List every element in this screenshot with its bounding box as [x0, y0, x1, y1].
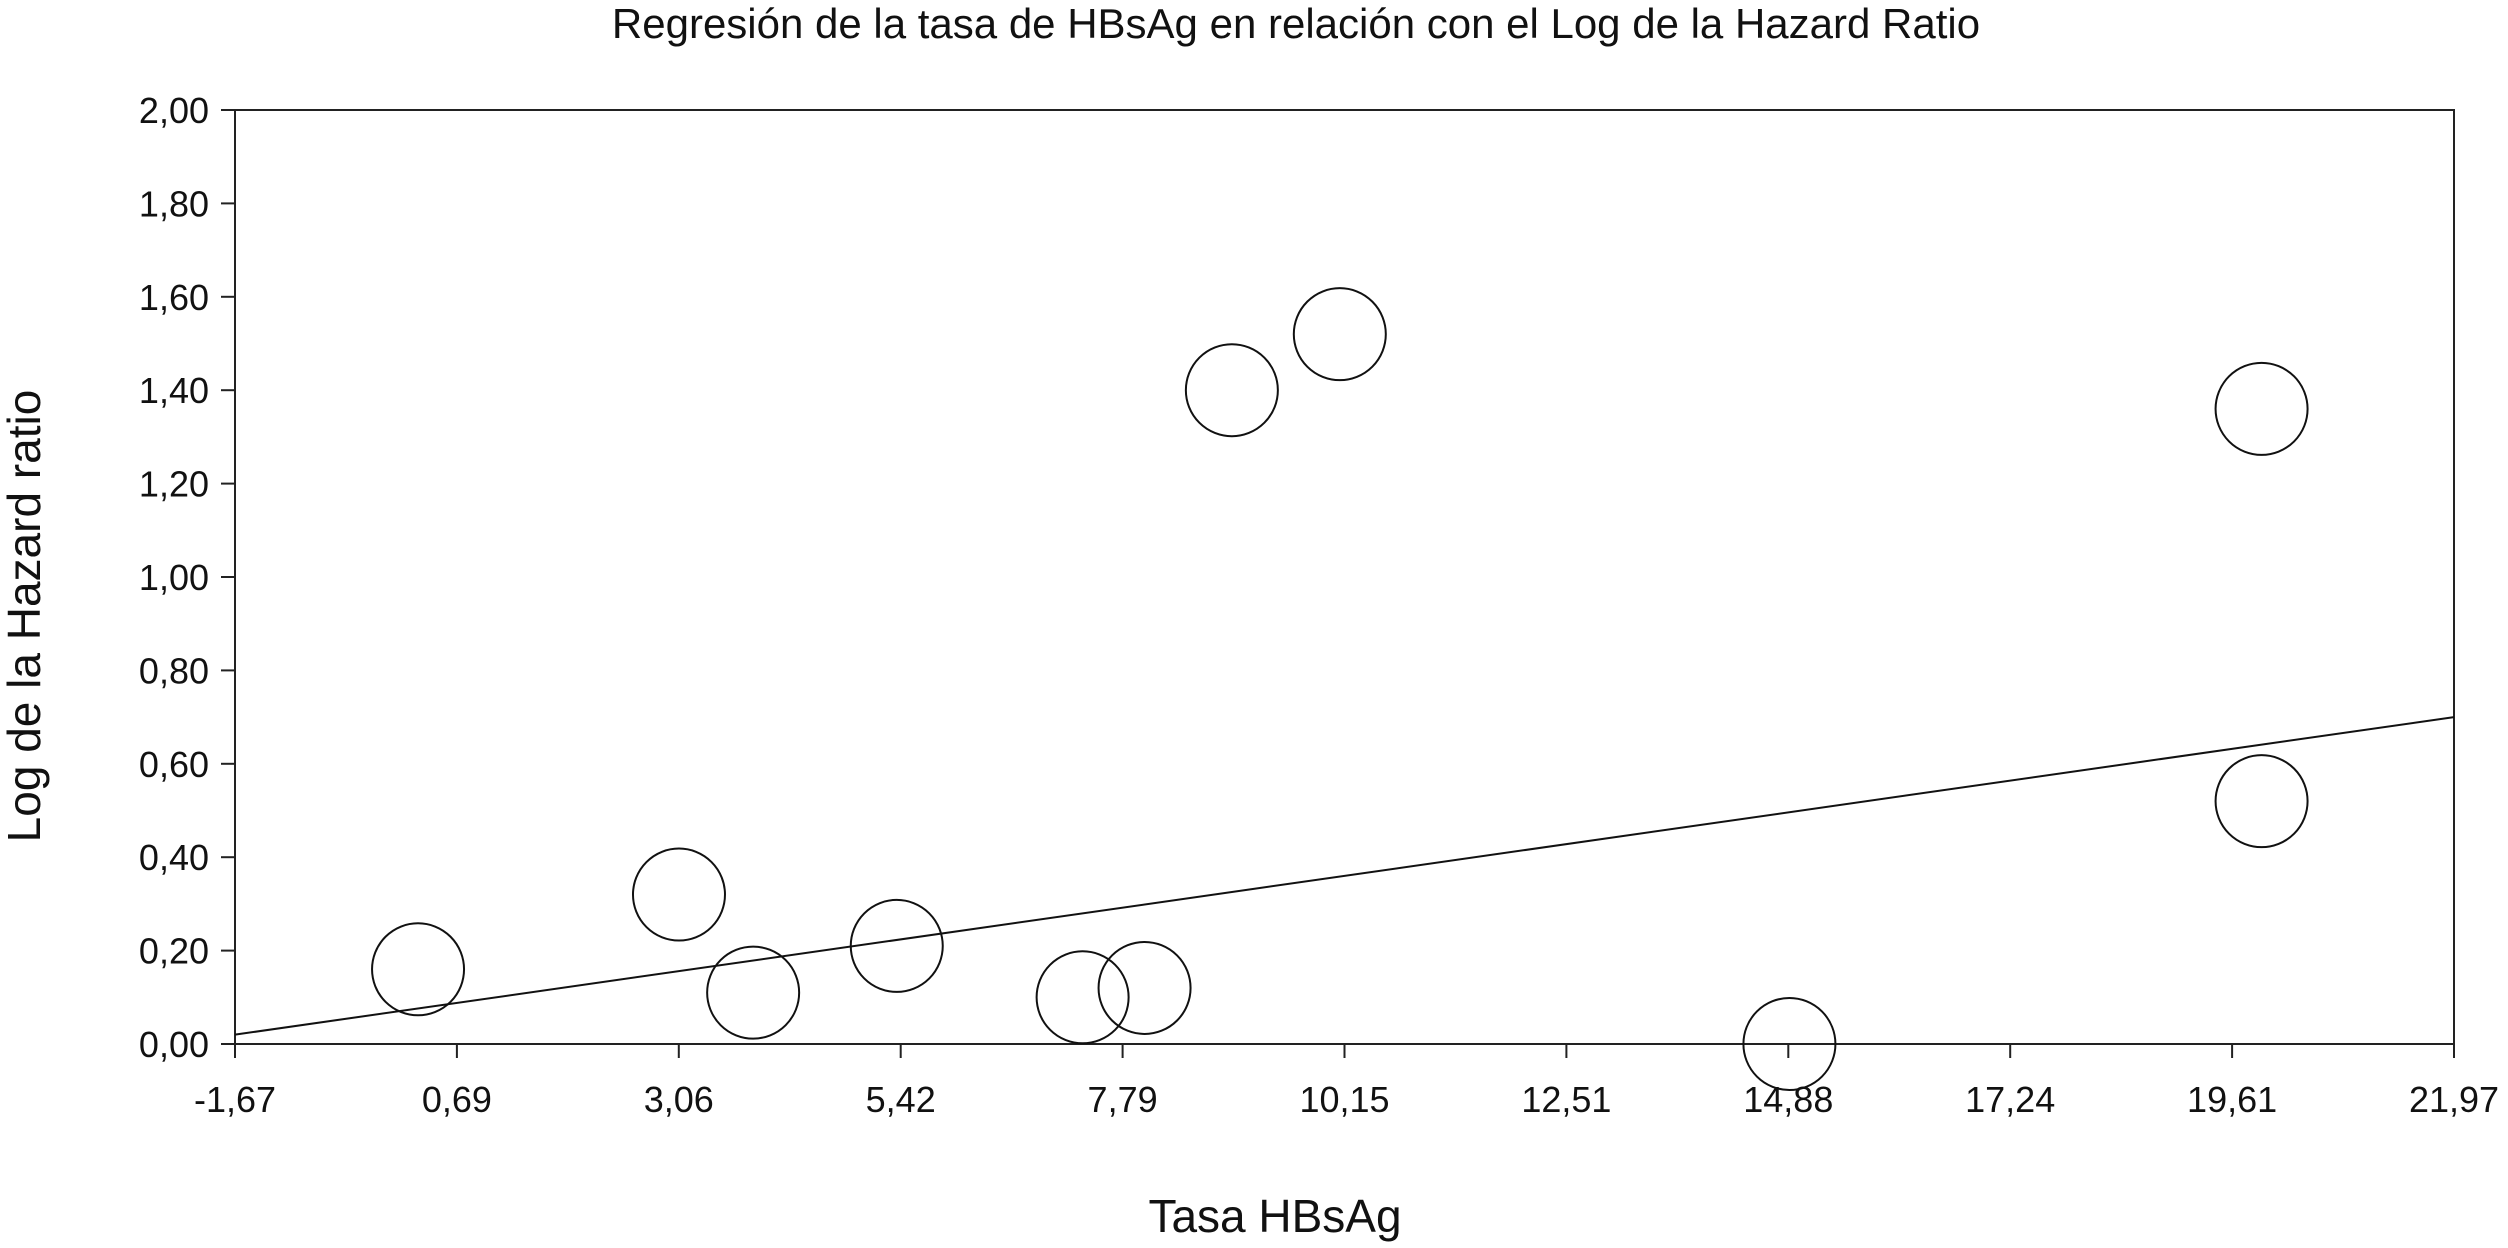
y-tick-label: 1,40	[139, 370, 209, 411]
data-point	[1292, 287, 1387, 382]
data-point	[1184, 343, 1279, 438]
x-tick-label: 5,42	[866, 1079, 936, 1120]
y-axis: 0,00 0,20 0,40 0,60 0,80 1,00 1,20 1,40 1,60 1,80…	[139, 90, 235, 1065]
x-axis-label: Tasa HBsAg	[1148, 1190, 1401, 1242]
y-tick-label: 0,80	[139, 650, 209, 691]
x-axis: -1,67 0,69 3,06 5,42 7,79 10,15 12,51 14,88 17,2…	[194, 1044, 2499, 1120]
y-axis-label: Log de la Hazard ratio	[0, 390, 50, 843]
data-points	[371, 287, 2309, 1091]
data-point	[706, 945, 801, 1040]
x-tick-label: 7,79	[1088, 1079, 1158, 1120]
x-tick-label: 17,24	[1965, 1079, 2055, 1120]
y-tick-label: 1,60	[139, 277, 209, 318]
y-tick-label: 1,00	[139, 557, 209, 598]
x-tick-label: 10,15	[1299, 1079, 1389, 1120]
x-tick-label: 0,69	[422, 1079, 492, 1120]
regression-line	[234, 716, 2455, 1036]
data-point	[849, 898, 944, 993]
y-tick-label: 0,40	[139, 837, 209, 878]
y-tick-label: 0,60	[139, 744, 209, 785]
data-point	[2214, 361, 2309, 456]
x-tick-label: 3,06	[644, 1079, 714, 1120]
data-point	[631, 847, 726, 942]
data-point	[371, 922, 466, 1017]
x-tick-label: 19,61	[2187, 1079, 2277, 1120]
x-tick-label: 21,97	[2409, 1079, 2499, 1120]
y-tick-label: 1,80	[139, 183, 209, 224]
chart-title: Regresión de la tasa de HBsAg en relació…	[612, 0, 1980, 47]
plot-frame	[234, 109, 2455, 1045]
y-tick-label: 1,20	[139, 464, 209, 505]
x-tick-label: 14,88	[1743, 1079, 1833, 1120]
data-point	[2214, 754, 2309, 849]
y-tick-label: 2,00	[139, 90, 209, 131]
data-point	[1097, 940, 1192, 1035]
x-tick-label: -1,67	[194, 1079, 276, 1120]
data-point	[1035, 950, 1130, 1045]
data-point	[1742, 997, 1837, 1091]
y-tick-label: 0,20	[139, 931, 209, 972]
y-tick-label: 0,00	[139, 1024, 209, 1065]
x-tick-label: 12,51	[1521, 1079, 1611, 1120]
